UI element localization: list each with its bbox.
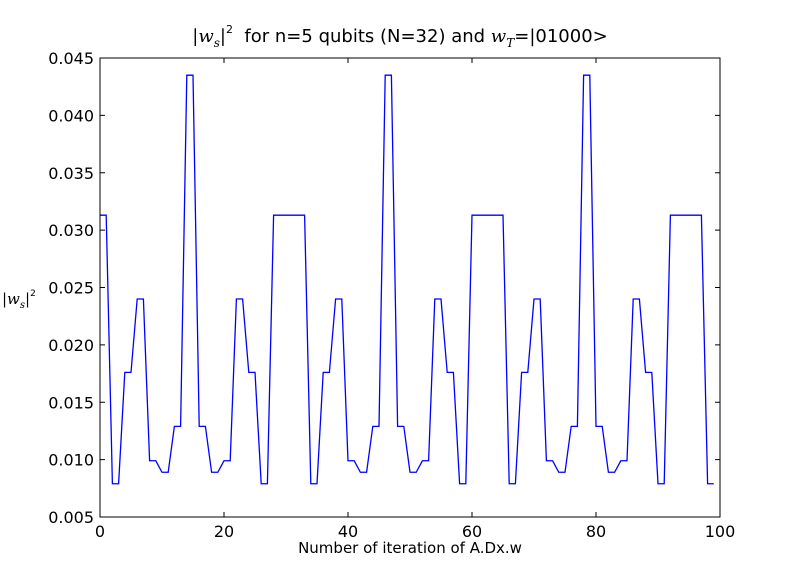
- x-tick-label: 20: [214, 522, 234, 541]
- x-tick-label: 80: [586, 522, 606, 541]
- y-tick-label: 0.020: [48, 336, 94, 355]
- title-right-text: |01000>: [529, 26, 607, 47]
- y-tick-label: 0.025: [48, 279, 94, 298]
- title-close-left: |: [220, 26, 226, 47]
- y-axis-label: |ws|2: [2, 289, 36, 311]
- title-math-left: |w: [192, 26, 214, 47]
- title-math-right: w: [491, 26, 507, 47]
- series-line: [100, 74, 714, 485]
- y-tick-label: 0.010: [48, 451, 94, 470]
- ylabel-math: |w: [2, 290, 20, 308]
- x-tick-label: 40: [338, 522, 358, 541]
- y-tick-label: 0.005: [48, 508, 94, 527]
- y-tick-label: 0.030: [48, 221, 94, 240]
- x-tick-label: 100: [705, 522, 736, 541]
- title-sub-left: s: [214, 36, 220, 50]
- x-tick-label: 60: [462, 522, 482, 541]
- y-tick-label: 0.035: [48, 164, 94, 183]
- x-axis-label: Number of iteration of A.Dx.w: [298, 539, 522, 557]
- y-tick-label: 0.015: [48, 393, 94, 412]
- title-middle: for n=5 qubits (N=32) and: [233, 26, 491, 47]
- x-tick-label: 0: [95, 522, 105, 541]
- title-sub-right: T: [506, 36, 515, 50]
- series-layer: [100, 74, 714, 485]
- ticks-layer: 0 20 40 60 80 100 0.005 0.010 0.015 0.020 0.025 0.0…: [48, 49, 735, 541]
- plot-frame: [99, 57, 721, 518]
- ylabel-sup: 2: [30, 289, 36, 299]
- y-tick-label: 0.040: [48, 106, 94, 125]
- title-eq: =: [514, 26, 529, 47]
- chart-title: |ws|2 for n=5 qubits (N=32) and wT=|0100…: [192, 23, 608, 50]
- ylabel-close: |: [25, 290, 30, 308]
- ylabel-sub: s: [20, 300, 25, 311]
- title-sup-left: 2: [226, 23, 233, 36]
- y-tick-label: 0.045: [48, 49, 94, 68]
